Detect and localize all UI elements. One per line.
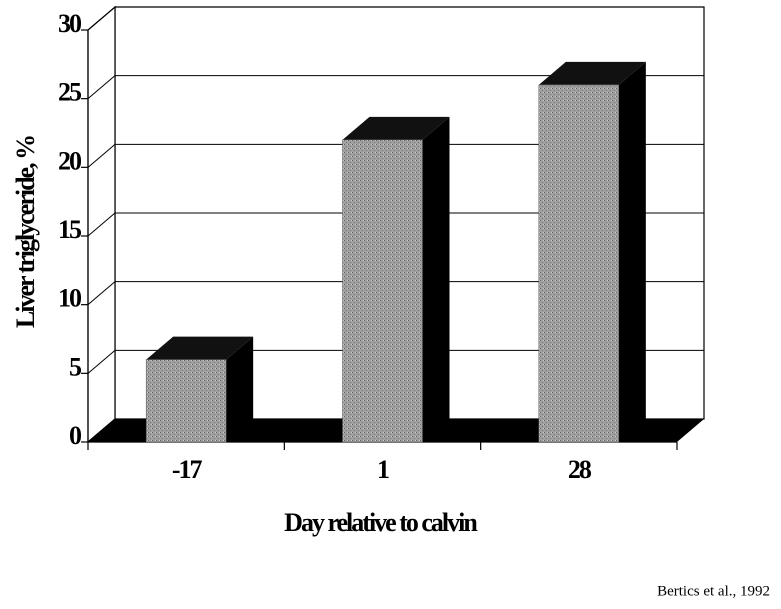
y-tick-label: 30 — [58, 9, 82, 38]
x-tick-label: -17 — [172, 455, 203, 484]
grid-line-side — [87, 281, 116, 306]
x-tick-label: 1 — [377, 455, 389, 484]
y-tick-label: 10 — [58, 284, 82, 313]
source-note: Bertics et al., 1992 — [657, 583, 770, 599]
bar-top — [146, 336, 254, 360]
grid-line-side — [87, 349, 116, 374]
x-tick-label: 28 — [568, 455, 592, 484]
bar-side — [226, 336, 254, 442]
bar-side — [422, 116, 450, 442]
bar — [538, 84, 620, 443]
grid-line-side — [87, 212, 116, 237]
y-tick-label: 20 — [58, 146, 82, 175]
plot-area: 0 5 10 15 20 25 30 -17 1 28 — [58, 5, 705, 484]
grid-line-side — [87, 75, 116, 100]
y-tick-label: 5 — [69, 352, 82, 381]
y-tick-label: 25 — [58, 78, 82, 107]
x-axis-label: Day relative to calvin — [284, 508, 478, 537]
bar-top — [342, 116, 450, 140]
bar — [145, 359, 227, 443]
grid-line-side — [87, 6, 116, 31]
y-axis-label: Liver triglyceride, % — [11, 136, 40, 328]
y-tick-label: 15 — [58, 215, 82, 244]
bar-side — [618, 61, 646, 442]
bar-top — [538, 61, 646, 85]
bar — [342, 139, 423, 443]
y-tick-label: 0 — [69, 421, 82, 450]
grid-line-side — [87, 143, 116, 168]
